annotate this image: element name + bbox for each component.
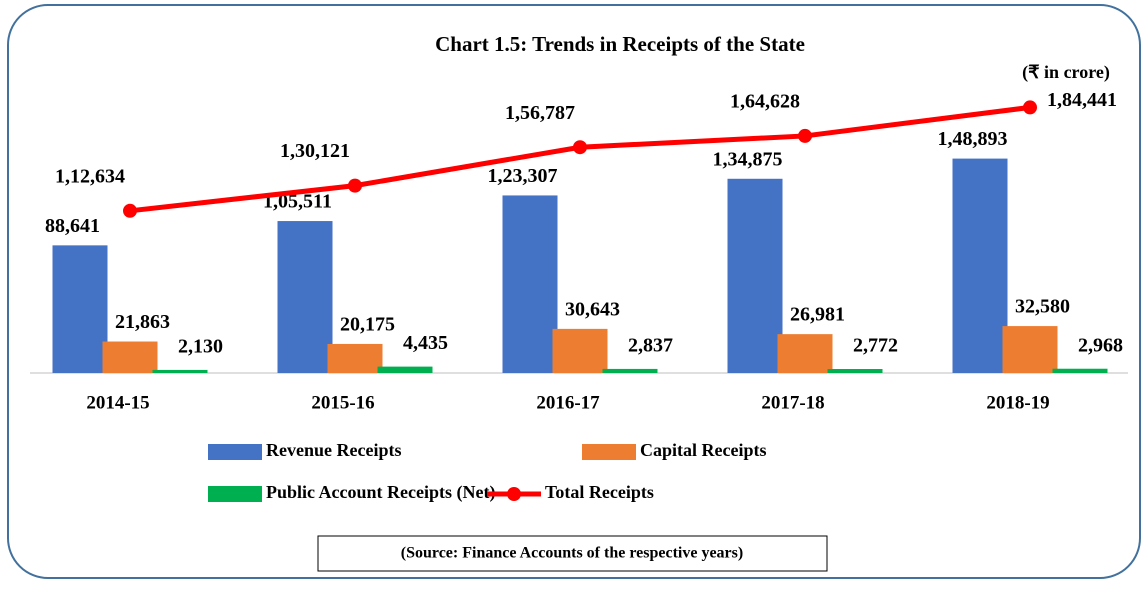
data-label: 2,837 bbox=[628, 335, 673, 357]
bar bbox=[502, 195, 558, 373]
data-label: 1,84,441 bbox=[1047, 89, 1117, 111]
data-label: 2,772 bbox=[853, 335, 898, 357]
legend-label: Total Receipts bbox=[545, 482, 654, 502]
line-point bbox=[348, 178, 362, 193]
line-point bbox=[573, 140, 587, 155]
legend-swatch bbox=[208, 444, 262, 460]
data-label: 4,435 bbox=[403, 332, 448, 354]
data-label: 30,643 bbox=[565, 298, 620, 320]
line-point bbox=[123, 203, 137, 218]
bar bbox=[52, 245, 108, 373]
bar bbox=[327, 343, 383, 373]
data-label: 1,64,628 bbox=[730, 91, 800, 113]
chart-frame bbox=[7, 4, 1141, 579]
x-tick-label: 2015-16 bbox=[311, 392, 374, 413]
legend-label: Revenue Receipts bbox=[266, 440, 401, 460]
data-label: 1,23,307 bbox=[488, 165, 558, 187]
source-box bbox=[317, 535, 828, 572]
legend-swatch bbox=[582, 444, 636, 460]
bar bbox=[277, 221, 333, 373]
x-tick-label: 2018-19 bbox=[986, 392, 1049, 413]
bar bbox=[102, 341, 158, 373]
data-label: 1,12,634 bbox=[55, 165, 125, 187]
bar bbox=[952, 158, 1008, 373]
line-point bbox=[798, 128, 812, 143]
data-label: 2,968 bbox=[1078, 334, 1123, 356]
data-label: 1,34,875 bbox=[713, 148, 783, 170]
legend-swatch bbox=[507, 487, 521, 501]
x-tick-label: 2014-15 bbox=[86, 392, 149, 413]
data-label: 2,130 bbox=[178, 336, 223, 358]
data-label: 1,56,787 bbox=[505, 102, 575, 124]
bar bbox=[827, 369, 883, 373]
x-tick-label: 2016-17 bbox=[536, 392, 600, 413]
bar bbox=[777, 334, 833, 373]
line-point bbox=[1023, 100, 1037, 115]
bar bbox=[1052, 368, 1108, 373]
data-label: 21,863 bbox=[115, 311, 170, 333]
legend-label: Public Account Receipts (Net) bbox=[266, 482, 495, 503]
bar bbox=[552, 328, 608, 373]
bar bbox=[152, 369, 208, 373]
bar bbox=[377, 366, 433, 373]
data-label: 1,48,893 bbox=[938, 128, 1008, 150]
legend-swatch bbox=[208, 486, 262, 502]
data-label: 32,580 bbox=[1015, 296, 1070, 318]
data-label: 88,641 bbox=[45, 215, 100, 237]
source-note: (Source: Finance Accounts of the respect… bbox=[401, 545, 743, 562]
bar bbox=[727, 178, 783, 373]
data-label: 1,30,121 bbox=[280, 140, 350, 162]
unit-label: (₹ in crore) bbox=[1022, 62, 1110, 83]
bar bbox=[602, 368, 658, 373]
bar bbox=[1002, 326, 1058, 373]
x-tick-label: 2017-18 bbox=[761, 392, 824, 413]
legend-label: Capital Receipts bbox=[640, 440, 766, 460]
data-label: 20,175 bbox=[340, 314, 395, 336]
chart-title: Chart 1.5: Trends in Receipts of the Sta… bbox=[435, 32, 805, 56]
data-label: 26,981 bbox=[790, 304, 845, 326]
